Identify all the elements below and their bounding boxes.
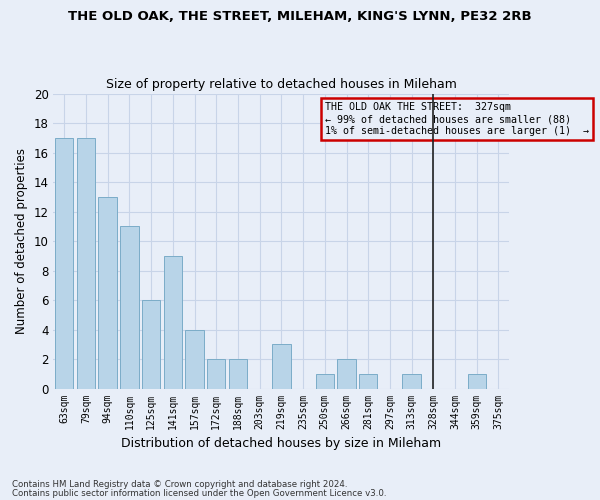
Title: Size of property relative to detached houses in Mileham: Size of property relative to detached ho… [106, 78, 457, 91]
Bar [120, 226, 139, 388]
Bar [359, 374, 377, 388]
Bar [272, 344, 290, 389]
Bar [403, 374, 421, 388]
Text: THE OLD OAK THE STREET:  327sqm
← 99% of detached houses are smaller (88)
1% of : THE OLD OAK THE STREET: 327sqm ← 99% of … [325, 102, 589, 136]
Bar [229, 359, 247, 388]
Bar [316, 374, 334, 388]
Bar [185, 330, 204, 388]
Bar [55, 138, 73, 388]
Bar [164, 256, 182, 388]
Text: THE OLD OAK, THE STREET, MILEHAM, KING'S LYNN, PE32 2RB: THE OLD OAK, THE STREET, MILEHAM, KING'S… [68, 10, 532, 23]
Bar [337, 359, 356, 388]
Bar [98, 197, 117, 388]
X-axis label: Distribution of detached houses by size in Mileham: Distribution of detached houses by size … [121, 437, 442, 450]
Text: Contains public sector information licensed under the Open Government Licence v3: Contains public sector information licen… [12, 490, 386, 498]
Bar [467, 374, 486, 388]
Bar [77, 138, 95, 388]
Y-axis label: Number of detached properties: Number of detached properties [15, 148, 28, 334]
Bar [142, 300, 160, 388]
Bar [207, 359, 226, 388]
Text: Contains HM Land Registry data © Crown copyright and database right 2024.: Contains HM Land Registry data © Crown c… [12, 480, 347, 489]
